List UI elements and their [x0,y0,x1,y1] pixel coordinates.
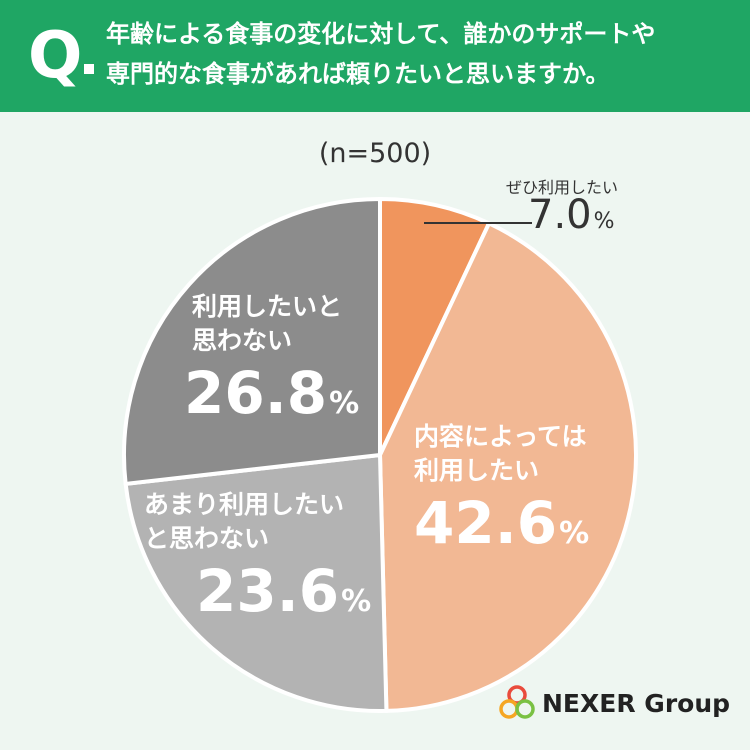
sample-size: (n=500) [318,138,432,169]
label-value-0: 7.0% [528,192,615,238]
label-slice-3: 利用したいと 思わない 26.8% [184,290,359,439]
question-line-2: 専門的な食事があれば頼りたいと思いますか。 [106,60,610,88]
label-category-2b: と思わない [144,524,270,553]
value-unit-2: % [341,584,372,619]
question-header: Q 年齢による食事の変化に対して、誰かのサポートや 専門的な食事があれば頼りたい… [0,0,750,112]
label-value-2: 23.6% [196,556,371,637]
value-number-2: 23.6 [196,557,340,625]
pie-slice-1 [378,221,638,713]
value-number-3: 26.8 [184,359,328,427]
q-mark: Q [28,19,83,93]
leader-line [424,222,532,224]
value-unit-1: % [559,516,590,551]
label-category-2a: あまり利用したい [144,490,345,519]
label-category-1b: 利用したい [414,456,540,485]
value-number-0: 7.0 [528,192,592,238]
value-unit-0: % [593,209,615,234]
pie-slice-2 [123,453,389,713]
nexer-logo: NEXER Group [498,684,730,722]
label-value-3: 26.8% [184,358,359,439]
q-dot [84,64,94,74]
question-line-1: 年齢による食事の変化に対して、誰かのサポートや [106,20,656,48]
label-value-1: 42.6% [414,488,589,569]
pie-slice-3 [122,197,382,486]
logo-rings-icon [499,685,535,719]
label-category-3a: 利用したいと [192,292,343,321]
logo-text: NEXER Group [542,688,731,718]
label-slice-1: 内容によっては 利用したい 42.6% [414,420,589,569]
label-category-1a: 内容によっては [414,422,587,451]
value-unit-3: % [329,386,360,421]
question-text: 年齢による食事の変化に対して、誰かのサポートや 専門的な食事があれば頼りたいと思… [106,14,736,94]
label-slice-2: あまり利用したい と思わない 23.6% [144,488,371,637]
value-number-1: 42.6 [414,489,558,557]
label-category-3b: 思わない [192,326,293,355]
label-category-0: ぜひ利用したい [506,178,619,197]
